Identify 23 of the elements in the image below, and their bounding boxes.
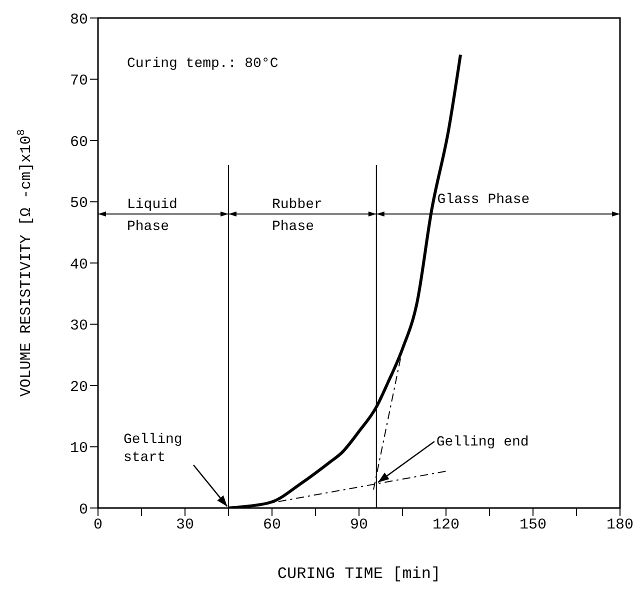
annotation: Glass Phase — [437, 192, 530, 208]
x-tick-label: 150 — [519, 516, 547, 534]
x-tick-label: 0 — [93, 516, 103, 534]
y-tick-label: 20 — [70, 378, 88, 396]
y-tick-label: 60 — [70, 134, 88, 151]
y-tick-label: 0 — [78, 501, 88, 518]
annotation: Curing temp.: 80°C — [127, 56, 278, 72]
x-tick-label: 90 — [350, 516, 368, 534]
annotation: Gelling start — [124, 432, 182, 466]
x-tick-label: 60 — [262, 516, 282, 534]
annotation: Rubber Phase — [272, 196, 322, 235]
y-tick-label: 30 — [70, 318, 88, 335]
x-tick-label: 120 — [432, 516, 460, 534]
x-tick-label: 180 — [606, 516, 634, 534]
y-tick-label: 70 — [70, 72, 88, 90]
y-tick-label: 50 — [70, 195, 88, 212]
annotation: Gelling end — [436, 434, 529, 450]
x-tick-label: 30 — [176, 516, 194, 534]
y-tick-label: 40 — [70, 256, 88, 274]
y-tick-label: 80 — [70, 11, 88, 28]
annotation: Liquid Phase — [127, 196, 178, 235]
y-tick-label: 10 — [70, 440, 88, 458]
x-axis-title: CURING TIME [min] — [277, 565, 441, 583]
